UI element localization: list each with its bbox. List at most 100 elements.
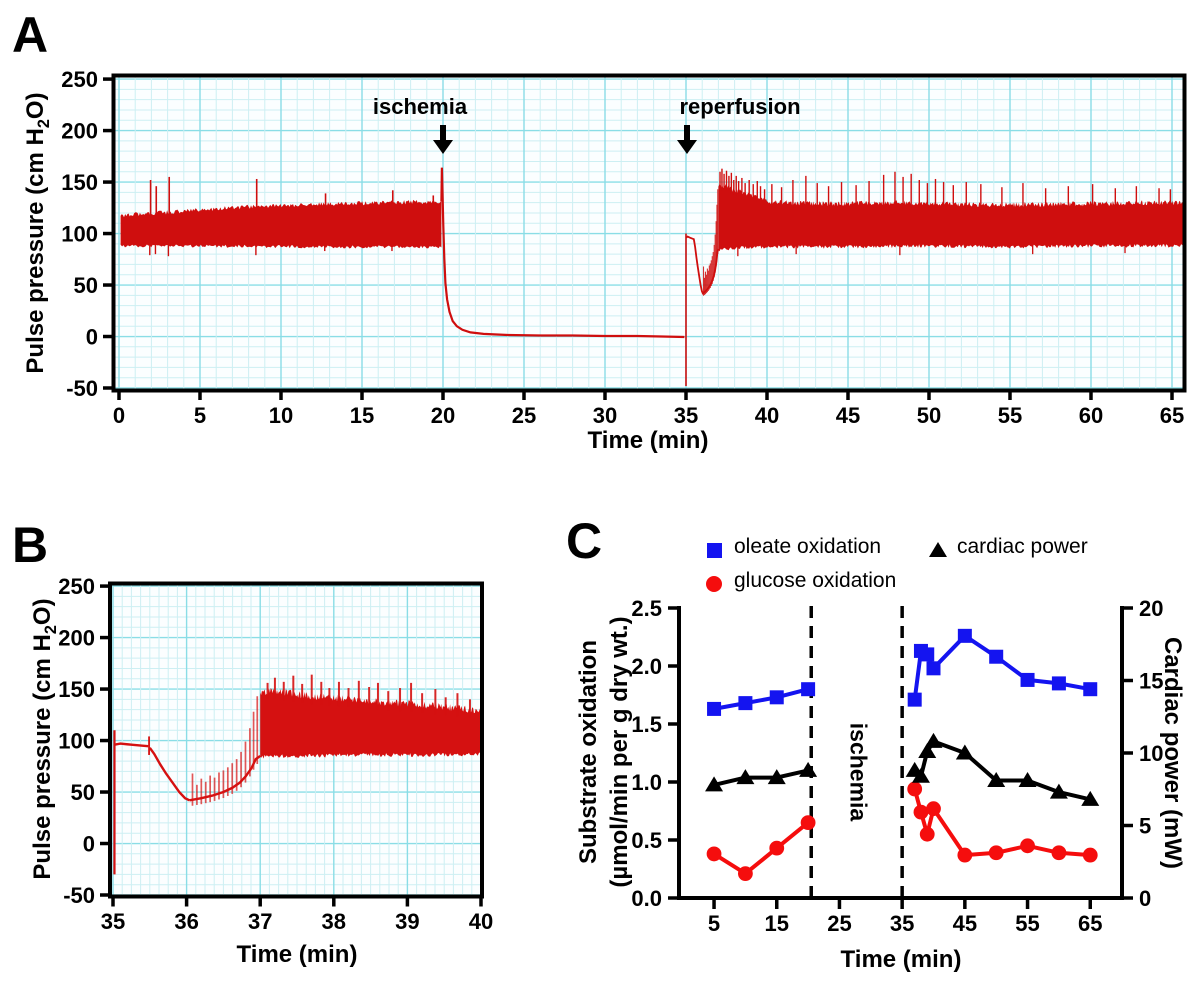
tick-label: 35 (890, 911, 914, 936)
tick-label: 250 (58, 574, 95, 599)
marker-triangle (736, 769, 755, 785)
tick-label: 0 (86, 325, 98, 350)
tick-label: 200 (58, 626, 95, 651)
tick-label: 5 (1139, 814, 1151, 839)
marker-circle (800, 815, 816, 830)
panel-a-y-axis-title: Pulse pressure (cm H2O) (22, 92, 54, 373)
marker-square (920, 647, 935, 662)
panel-a-plot: -50 0 50 100 150 200 250 0 5 10 15 20 25 30 35 40 45 50 55… (61, 67, 1187, 428)
tick-label: 150 (58, 677, 95, 702)
tick-label: 25 (827, 911, 851, 936)
tick-label: -50 (66, 376, 98, 401)
marker-square (1083, 682, 1098, 697)
tick-label: 100 (61, 222, 98, 247)
marker-triangle (1018, 772, 1037, 788)
series-line-post (912, 788, 1091, 858)
marker-triangle (955, 744, 974, 760)
tick-label: 25 (512, 403, 536, 428)
marker-triangle (705, 776, 724, 792)
legend-marker-cardiac (929, 542, 947, 557)
tick-label: 65 (1160, 403, 1184, 428)
panel-c-plot: 0.0 0.5 1.0 1.5 2.0 2.5 0 5 10 15 20 5 15 25 35 45 55 65 (631, 596, 1163, 936)
mean-line (114, 742, 149, 748)
tick-label: 60 (1079, 403, 1103, 428)
axes: -50 0 50 100 150 200 250 0 5 10 15 20 25 30 35 40 45 50 55… (61, 67, 1184, 428)
tick-label: 100 (58, 729, 95, 754)
tick-label: 50 (74, 273, 98, 298)
series-line-post (913, 739, 1091, 802)
panel-b-x-axis-title: Time (min) (236, 941, 358, 968)
tick-label: 36 (174, 909, 198, 934)
tick-label: 50 (917, 403, 941, 428)
series-line-pre (713, 768, 809, 787)
plot-frame (111, 73, 1187, 393)
baseline-band (120, 199, 442, 249)
tick-label: 30 (593, 403, 617, 428)
marker-square (1051, 676, 1066, 691)
marker-square (957, 628, 972, 643)
tick-label: 45 (953, 911, 977, 936)
legend-marker-oleate (707, 543, 722, 558)
panel-a-letter: A (12, 7, 49, 63)
left-axis-title-line1: Substrate oxidation (574, 639, 602, 865)
tick-label: 5 (708, 911, 720, 936)
panel-b-letter: B (12, 517, 49, 573)
tick-label: 0 (83, 832, 95, 857)
y-title-subscript: 2 (41, 625, 60, 635)
tick-label: 45 (836, 403, 860, 428)
marker-triangle (1081, 790, 1100, 806)
marker-circle (907, 781, 923, 797)
left-axis-title-line2: (µmol/min per g dry wt.) (606, 616, 633, 888)
marker-triangle (987, 772, 1006, 788)
panel-c-x-axis-title: Time (min) (840, 946, 962, 973)
decline-line (148, 747, 191, 802)
tick-label: 1.5 (631, 712, 662, 737)
legend-label-oleate: oleate oxidation (734, 535, 882, 558)
tick-label: 50 (71, 780, 95, 805)
axes: -50 0 50 100 150 200 250 35 36 37 38 39 40 (58, 574, 493, 934)
y-title-subscript: 2 (34, 119, 53, 129)
marker-square (801, 682, 816, 697)
tick-label: 2.5 (631, 596, 662, 621)
tick-label: -50 (63, 883, 95, 908)
marker-square (989, 649, 1004, 664)
recovered-band (718, 184, 1184, 252)
series-triangle (705, 732, 1100, 806)
tick-label: 35 (674, 403, 698, 428)
panel-c-ischemia-annotation: ischemia (845, 722, 872, 822)
y-title-text: Pulse pressure (cm H (29, 634, 57, 880)
panel-b-y-axis-title: Pulse pressure (cm H2O) (29, 598, 61, 879)
tick-label: 20 (431, 403, 455, 428)
y-title-text: Pulse pressure (cm H (22, 128, 50, 374)
marker-circle (769, 840, 785, 856)
panel-c-left-axis-title: Substrate oxidation (µmol/min per g dry … (573, 616, 635, 887)
tick-label: 20 (1139, 596, 1163, 621)
pulse-pressure-trace (120, 167, 1184, 386)
marker-circle (706, 846, 722, 862)
tick-label: 40 (469, 909, 493, 934)
legend-marker-glucose (706, 576, 722, 592)
pulse-pressure-trace (113, 674, 481, 875)
marker-square (1020, 672, 1035, 687)
tick-label: 0 (113, 403, 125, 428)
tick-label: 150 (61, 170, 98, 195)
marker-circle (1020, 838, 1035, 854)
y-title-text-end: O) (22, 92, 50, 120)
marker-triangle (918, 743, 937, 759)
ischemia-down-arrow-icon (433, 125, 453, 154)
tick-label: 1.0 (631, 770, 662, 795)
tick-label: 39 (395, 909, 419, 934)
tick-label: 38 (322, 909, 346, 934)
tick-label: 15 (765, 911, 789, 936)
panel-b-plot: -50 0 50 100 150 200 250 35 36 37 38 39 40 (58, 574, 493, 934)
data-series (705, 628, 1100, 882)
reperfusion-down-arrow-icon (677, 125, 697, 154)
recovered-band (260, 688, 481, 759)
reperfusion-annotation: reperfusion (679, 94, 801, 119)
series-line-pre (713, 821, 810, 876)
tick-label: 5 (194, 403, 206, 428)
marker-circle (1082, 847, 1098, 863)
